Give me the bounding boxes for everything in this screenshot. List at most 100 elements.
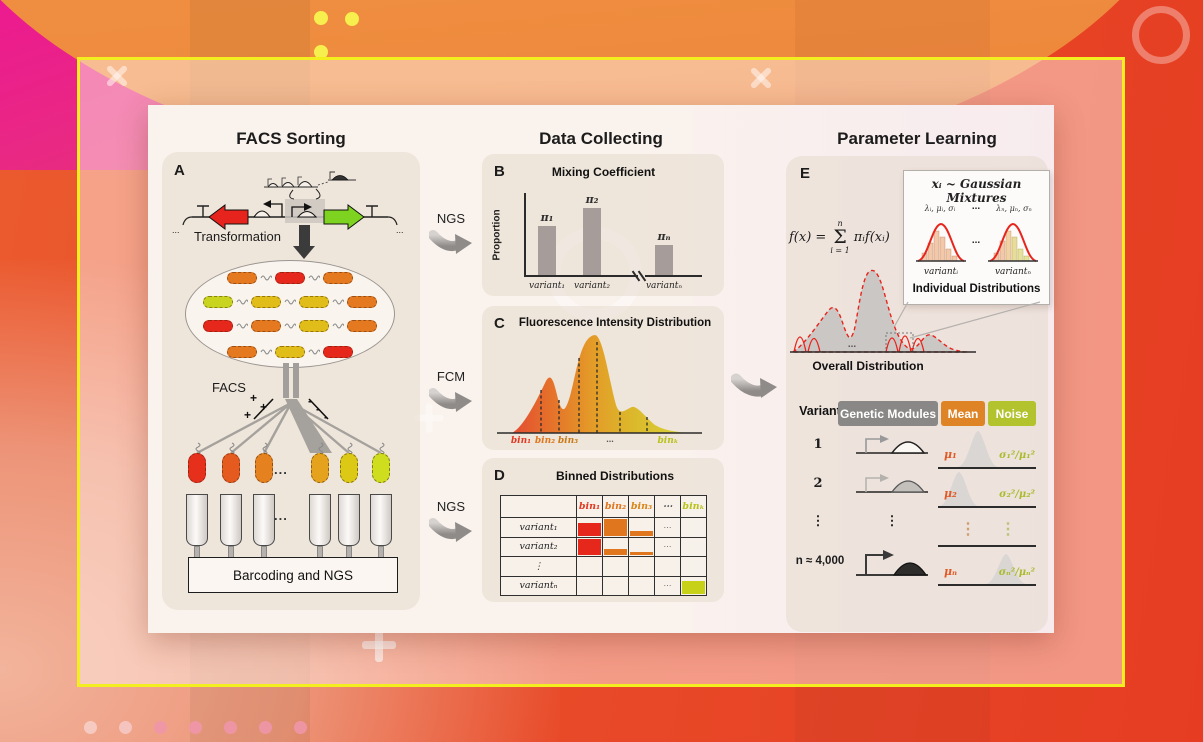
mixture-formula: f(x) = n Σ i = 1 πᵢf(xᵢ) <box>789 220 890 255</box>
yellow-dot-icon <box>314 11 328 25</box>
d-column-header <box>501 496 577 518</box>
b-x-axis <box>524 275 638 277</box>
e-variant-1: 1 <box>813 437 823 452</box>
colony-ellipse <box>185 260 395 368</box>
mean-noise-row-1: μ₁ σ₁²/μ₁² <box>938 424 1036 469</box>
panel-d-title: Binned Distributions <box>556 469 674 483</box>
d-data-cell: ⋯ <box>655 576 681 596</box>
e-col-noise-button: Noise <box>988 401 1036 426</box>
d-data-cell <box>603 557 629 577</box>
pink-dot-icon <box>84 721 97 734</box>
c-bin-label: bin₃ <box>557 436 579 446</box>
distribution-bar <box>578 539 601 555</box>
faint-plus-icon <box>414 403 444 433</box>
dna-squiggle-icon <box>284 299 296 304</box>
dna-squiggle-icon <box>236 323 248 328</box>
sum-symbol: n Σ i = 1 <box>830 219 850 255</box>
panel-b-background <box>482 154 724 296</box>
flow-label-ngs-top: NGS <box>436 211 466 226</box>
b-x-label-2: variant₂ <box>573 281 611 291</box>
component-gaussians <box>793 335 925 353</box>
pi-label: π₂ <box>585 193 599 206</box>
overall-dots: ... <box>847 339 857 350</box>
dark-dome-icon <box>331 175 349 181</box>
promoter-left-icon <box>263 200 271 208</box>
overall-distribution-curve <box>790 269 976 353</box>
c-bin-dots: ... <box>606 434 614 444</box>
distribution-bar <box>630 530 653 536</box>
transformation-label: Transformation <box>194 229 281 244</box>
zoom-region-box <box>885 332 914 353</box>
d-data-cell: ⋯ <box>655 537 681 557</box>
formula-lhs: f(x) = <box>789 230 827 245</box>
d-column-header: binₖ <box>681 496 707 518</box>
gaussian-histogram-left <box>916 222 966 262</box>
d-data-cell <box>629 557 655 577</box>
inset-variant-right: variantₙ <box>994 267 1032 277</box>
cell-capsule <box>203 319 233 332</box>
cell-capsule <box>299 319 329 332</box>
cell-capsule <box>323 345 353 358</box>
cell-capsule <box>275 345 305 358</box>
d-data-cell <box>655 557 681 577</box>
b-bar-2: π₂ <box>583 193 601 275</box>
cell-capsule <box>347 319 377 332</box>
row-gaussian-icon <box>940 472 978 506</box>
d-data-cell <box>681 537 707 557</box>
noise-value: σ₂²/μ₂² <box>999 489 1035 500</box>
overall-distribution-label: Overall Distribution <box>812 359 924 373</box>
panel-c-label: C <box>494 315 505 332</box>
insertion-arrows <box>289 188 321 200</box>
d-data-cell <box>681 557 707 577</box>
minus-sign: - <box>324 410 328 424</box>
colony-row <box>186 319 394 332</box>
colony-row <box>186 345 394 358</box>
section-title-facs: FACS Sorting <box>236 129 346 148</box>
facs-sorter-funnel <box>196 363 382 455</box>
pi-label: πₙ <box>657 230 671 243</box>
cell-dots: ⋯ <box>663 522 672 532</box>
d-data-cell <box>577 557 603 577</box>
cell-capsule <box>251 319 281 332</box>
distribution-bar <box>604 549 627 555</box>
colony-row <box>186 271 394 284</box>
mean-value: μ₂ <box>944 487 957 500</box>
b-x-label-1: variant₁ <box>528 281 566 291</box>
pink-dot-icon <box>224 721 237 734</box>
cell-capsule <box>227 345 257 358</box>
pink-dot-icon <box>259 721 272 734</box>
panel-b-label: B <box>494 163 505 180</box>
b-x-label-n: variantₙ <box>645 281 683 291</box>
d-data-cell <box>629 518 655 538</box>
row-gaussian-icon <box>958 431 998 467</box>
e-modules-dots: ⋮ <box>885 514 899 529</box>
deflection-plates <box>253 398 329 420</box>
distribution-bar <box>604 518 627 536</box>
flow-label-ngs-bottom: NGS <box>436 499 466 514</box>
yellow-dot-icon <box>345 12 359 26</box>
dna-squiggle-icon <box>332 323 344 328</box>
dna-squiggle-icon <box>236 299 248 304</box>
dna-squiggle-icon <box>308 275 320 280</box>
down-arrow-icon <box>299 225 310 247</box>
pi-label: π₁ <box>540 211 554 224</box>
cell-capsule <box>347 295 377 308</box>
construct-dots-left: ... <box>172 225 180 235</box>
pink-dot-icon <box>294 721 307 734</box>
dna-squiggle-icon <box>284 323 296 328</box>
e-col-variant: Variant <box>799 404 841 418</box>
green-gene-arrow <box>323 204 365 230</box>
rbs-library-icons <box>267 181 313 188</box>
distribution-bar <box>682 581 705 594</box>
bar <box>655 245 673 275</box>
b-x-axis-2 <box>645 275 702 277</box>
down-arrow-head-icon <box>293 246 315 259</box>
d-data-cell <box>603 518 629 538</box>
b-y-axis-label: Proportion <box>491 209 503 261</box>
genetic-module-icon-2 <box>856 474 928 493</box>
flow-label-fcm: FCM <box>436 369 466 384</box>
flow-arrow-icon <box>429 230 472 254</box>
formula-rhs: πᵢf(xᵢ) <box>853 230 890 245</box>
e-variant-dots: ⋮ <box>811 514 825 529</box>
